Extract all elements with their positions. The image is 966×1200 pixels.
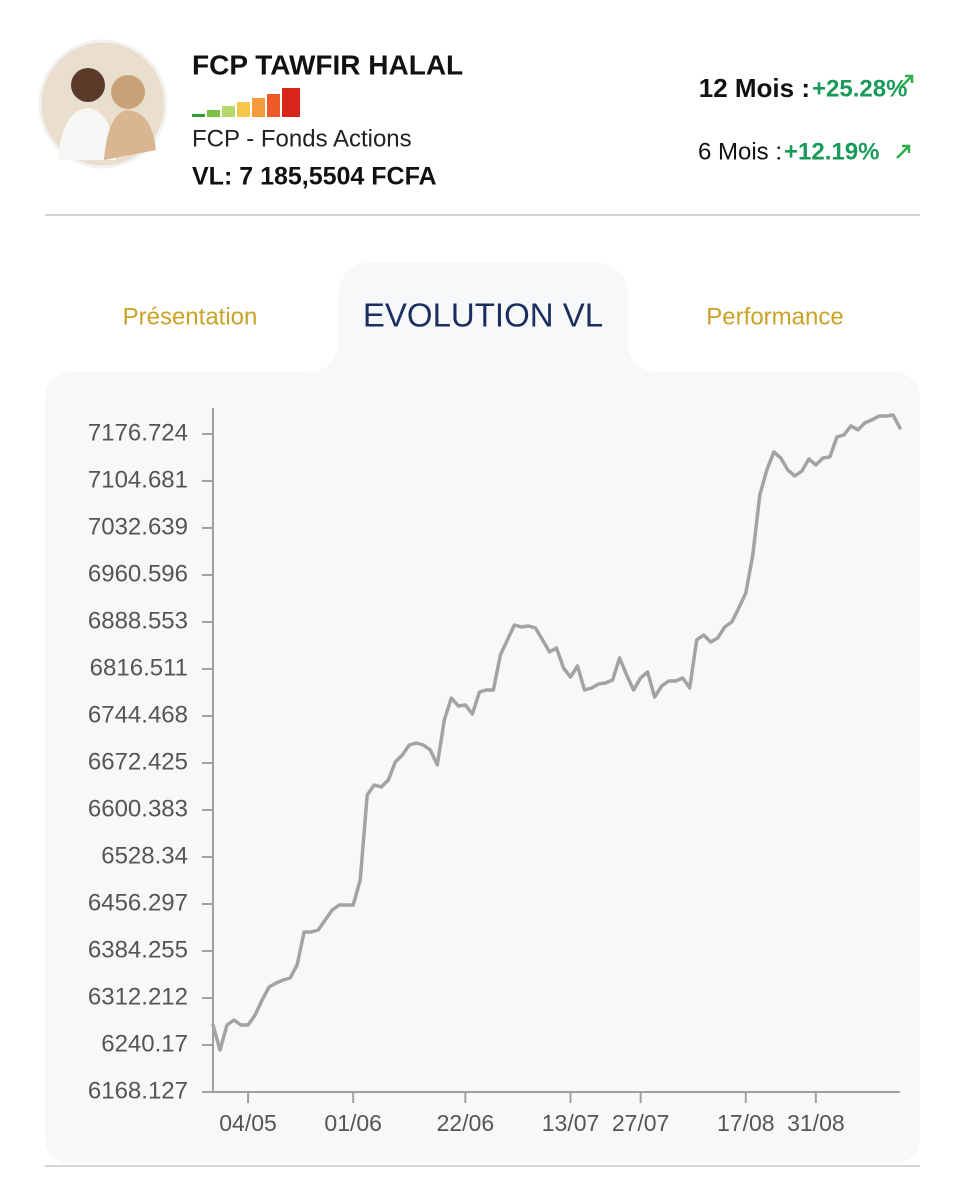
y-tick-label: 7104.681	[88, 466, 188, 493]
y-tick-label: 7032.639	[88, 513, 188, 540]
y-tick-label: 6744.468	[88, 701, 188, 728]
y-tick-label: 6168.127	[88, 1077, 188, 1104]
fund-subtitle: FCP - Fonds Actions	[192, 125, 412, 152]
y-tick-label: 6816.511	[90, 654, 188, 681]
perf-label: 6 Mois :	[698, 138, 782, 165]
avatar-figure	[58, 108, 116, 160]
perf-label: 12 Mois :	[699, 73, 810, 103]
risk-indicator	[192, 88, 300, 117]
risk-bar	[222, 106, 235, 117]
risk-bar	[207, 110, 220, 117]
risk-bar	[192, 114, 205, 117]
y-tick-label: 6672.425	[88, 748, 188, 775]
chart: 6168.127 6240.17 6312.212 6384.255 6456.297 6…	[88, 408, 902, 1136]
fund-vl: VL: 7 185,5504 FCFA	[192, 163, 437, 191]
y-tick-label: 6240.17	[101, 1030, 188, 1057]
perf-value: +12.19%	[784, 138, 879, 165]
x-tick-label: 27/07	[612, 1110, 670, 1136]
y-tick-label: 7176.724	[88, 419, 188, 446]
y-tick-label: 6456.297	[88, 889, 188, 916]
y-tick-label: 6888.553	[88, 607, 188, 634]
risk-bar	[237, 102, 250, 117]
x-tick-label: 01/06	[324, 1110, 382, 1136]
x-tick-label: 13/07	[542, 1110, 600, 1136]
chart-card	[45, 372, 920, 1164]
line-series	[211, 413, 902, 1052]
y-tick-label: 6312.212	[88, 983, 188, 1010]
perf-value: +25.28%	[812, 75, 907, 102]
avatar-figure	[71, 68, 105, 102]
y-tick-label: 6600.383	[88, 795, 188, 822]
tab[interactable]: Présentation	[123, 303, 258, 330]
active-tab[interactable]	[306, 262, 660, 372]
risk-bar	[252, 98, 265, 117]
fund-title: FCP TAWFIR HALAL	[192, 49, 463, 80]
avatar-figure	[104, 110, 156, 160]
x-tick-label: 22/06	[437, 1110, 495, 1136]
y-tick-label: 6960.596	[88, 560, 188, 587]
avatar-figure	[111, 75, 145, 109]
trend-arrow	[899, 74, 914, 89]
tab-active[interactable]: EVOLUTION VL	[363, 297, 603, 334]
y-tick-label: 6528.34	[101, 842, 188, 869]
x-tick-label: 04/05	[219, 1110, 277, 1136]
trend-arrow	[896, 144, 911, 159]
tab[interactable]: Performance	[706, 303, 843, 330]
x-tick-label: 17/08	[717, 1110, 775, 1136]
y-tick-label: 6384.255	[88, 936, 188, 963]
risk-bar	[282, 88, 300, 117]
x-tick-label: 31/08	[787, 1110, 845, 1136]
risk-bar	[267, 94, 280, 117]
